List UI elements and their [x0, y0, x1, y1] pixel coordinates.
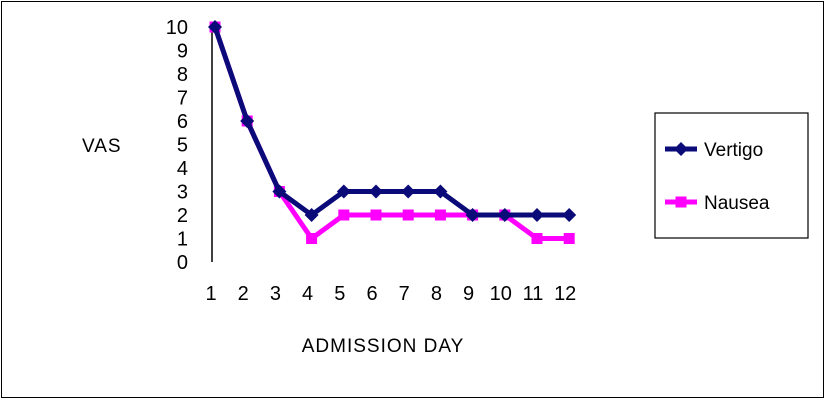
series-nausea [209, 21, 575, 244]
data-point [304, 208, 319, 222]
y-tick-label: 6 [177, 111, 188, 133]
data-point [208, 20, 222, 34]
data-point [401, 184, 416, 199]
x-tick-label: 4 [302, 283, 313, 305]
legend-item-nausea: Nausea [665, 193, 770, 214]
legend-item-vertigo: Vertigo [665, 140, 763, 161]
data-point [369, 184, 383, 199]
y-tick-label: 1 [177, 229, 188, 251]
y-tick-label: 5 [177, 135, 188, 157]
y-axis-title: VAS [82, 136, 122, 157]
x-tick-label: 1 [205, 283, 216, 305]
series-line-nausea [212, 26, 570, 241]
y-tick-label: 4 [177, 158, 188, 180]
data-point [497, 208, 512, 222]
x-tick-label: 11 [523, 283, 544, 305]
legend-label: Vertigo [704, 140, 763, 161]
x-tick-label: 3 [270, 283, 281, 305]
data-point [336, 184, 351, 199]
data-point [434, 209, 446, 221]
data-point [531, 233, 543, 244]
data-point [240, 114, 255, 128]
legend-marker [674, 142, 688, 156]
data-point [338, 209, 350, 221]
data-point [563, 233, 575, 244]
data-point [562, 208, 577, 222]
data-point [465, 208, 480, 222]
y-tick-label: 9 [177, 41, 188, 63]
series-vertigo [208, 20, 577, 222]
y-tick-label: 7 [177, 88, 188, 110]
x-axis-title: ADMISSION DAY [302, 336, 465, 357]
y-tick-label: 8 [177, 64, 188, 86]
y-tick-label: 3 [177, 182, 188, 204]
data-point [370, 209, 382, 221]
series-layer [208, 20, 577, 244]
legend: Vertigo Nausea [654, 112, 809, 239]
x-tick-label: 2 [238, 283, 249, 305]
x-axis-ticks: 1 2 3 4 5 6 7 8 9 10 11 12 [205, 283, 576, 305]
legend-marker [675, 196, 687, 208]
x-tick-label: 12 [554, 283, 576, 305]
data-point [306, 233, 318, 244]
series-line-vertigo [212, 26, 570, 218]
x-tick-label: 8 [431, 283, 442, 305]
data-point [402, 209, 414, 221]
data-point [433, 184, 448, 199]
y-tick-label: 10 [166, 17, 188, 39]
x-tick-label: 6 [366, 283, 377, 305]
data-point [272, 184, 287, 199]
legend-label: Nausea [704, 193, 770, 214]
x-tick-label: 7 [399, 283, 410, 305]
x-tick-label: 10 [490, 283, 512, 305]
data-point [530, 208, 544, 222]
y-tick-label: 0 [177, 252, 188, 274]
x-tick-label: 5 [334, 283, 345, 305]
x-tick-label: 9 [463, 283, 474, 305]
y-tick-label: 2 [177, 205, 188, 227]
legend-box [654, 112, 809, 239]
